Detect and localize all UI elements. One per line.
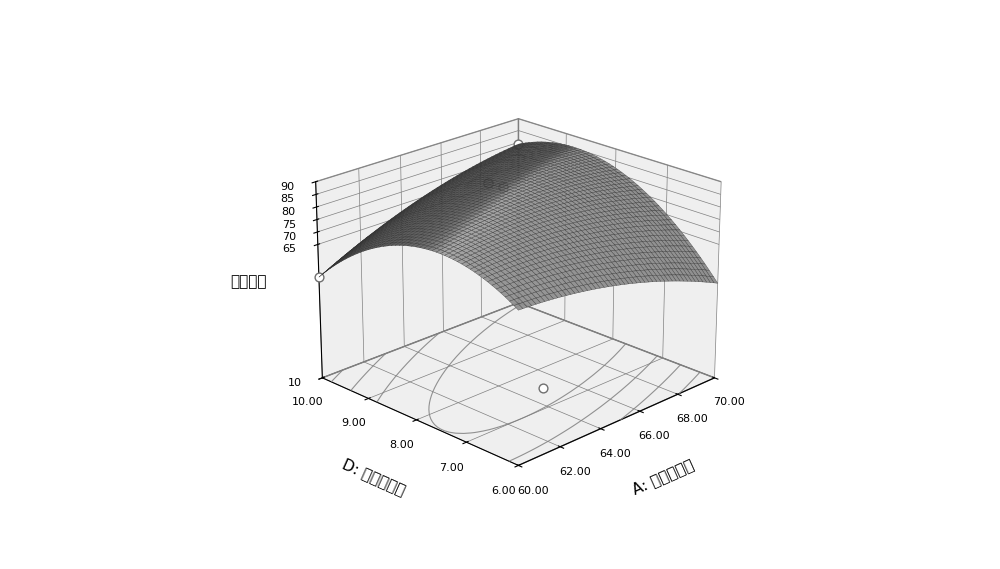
Y-axis label: D: 陈皮添加量: D: 陈皮添加量	[340, 457, 408, 498]
X-axis label: A: 栊子组合物: A: 栊子组合物	[630, 457, 696, 497]
